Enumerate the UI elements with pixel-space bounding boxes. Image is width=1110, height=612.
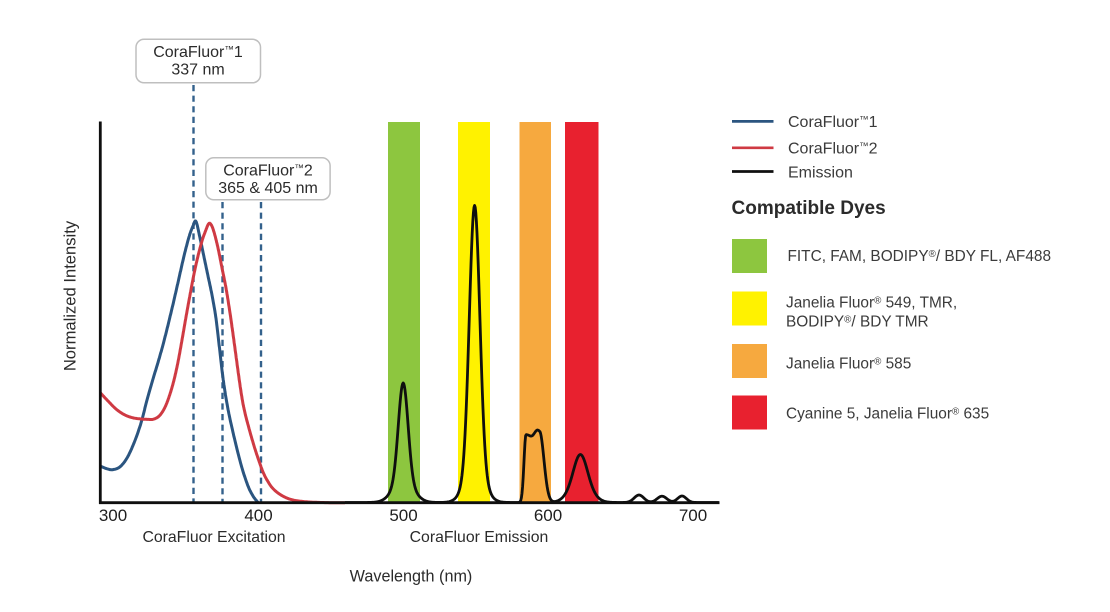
svg-text:CoraFluor Excitation: CoraFluor Excitation (142, 529, 285, 546)
svg-text:Janelia Fluor® 549, TMR,: Janelia Fluor® 549, TMR, (786, 294, 957, 311)
svg-text:FITC, FAM, BODIPY®/ BDY FL, AF: FITC, FAM, BODIPY®/ BDY FL, AF488 (788, 248, 1052, 265)
svg-text:Compatible Dyes: Compatible Dyes (732, 198, 886, 219)
svg-text:Cyanine 5, Janelia Fluor® 635: Cyanine 5, Janelia Fluor® 635 (786, 406, 989, 423)
svg-text:365 & 405 nm: 365 & 405 nm (218, 180, 318, 197)
svg-text:BODIPY®/ BDY TMR: BODIPY®/ BDY TMR (786, 314, 929, 331)
svg-text:CoraFluor Emission: CoraFluor Emission (410, 529, 549, 546)
svg-text:400: 400 (244, 506, 272, 525)
svg-text:700: 700 (679, 506, 707, 525)
svg-text:Janelia Fluor® 585: Janelia Fluor® 585 (786, 356, 911, 373)
svg-text:600: 600 (534, 506, 562, 525)
svg-text:Wavelength (nm): Wavelength (nm) (350, 568, 473, 586)
svg-text:CoraFluor™1: CoraFluor™1 (788, 114, 878, 131)
svg-text:500: 500 (389, 506, 417, 525)
svg-text:CoraFluor™2: CoraFluor™2 (788, 141, 878, 158)
svg-text:300: 300 (99, 506, 127, 525)
svg-text:CoraFluor™2: CoraFluor™2 (223, 163, 313, 180)
svg-text:CoraFluor™1: CoraFluor™1 (153, 44, 243, 61)
svg-text:337 nm: 337 nm (171, 62, 224, 79)
svg-text:Emission: Emission (788, 164, 853, 181)
svg-text:Normalized Intensity: Normalized Intensity (61, 220, 80, 371)
